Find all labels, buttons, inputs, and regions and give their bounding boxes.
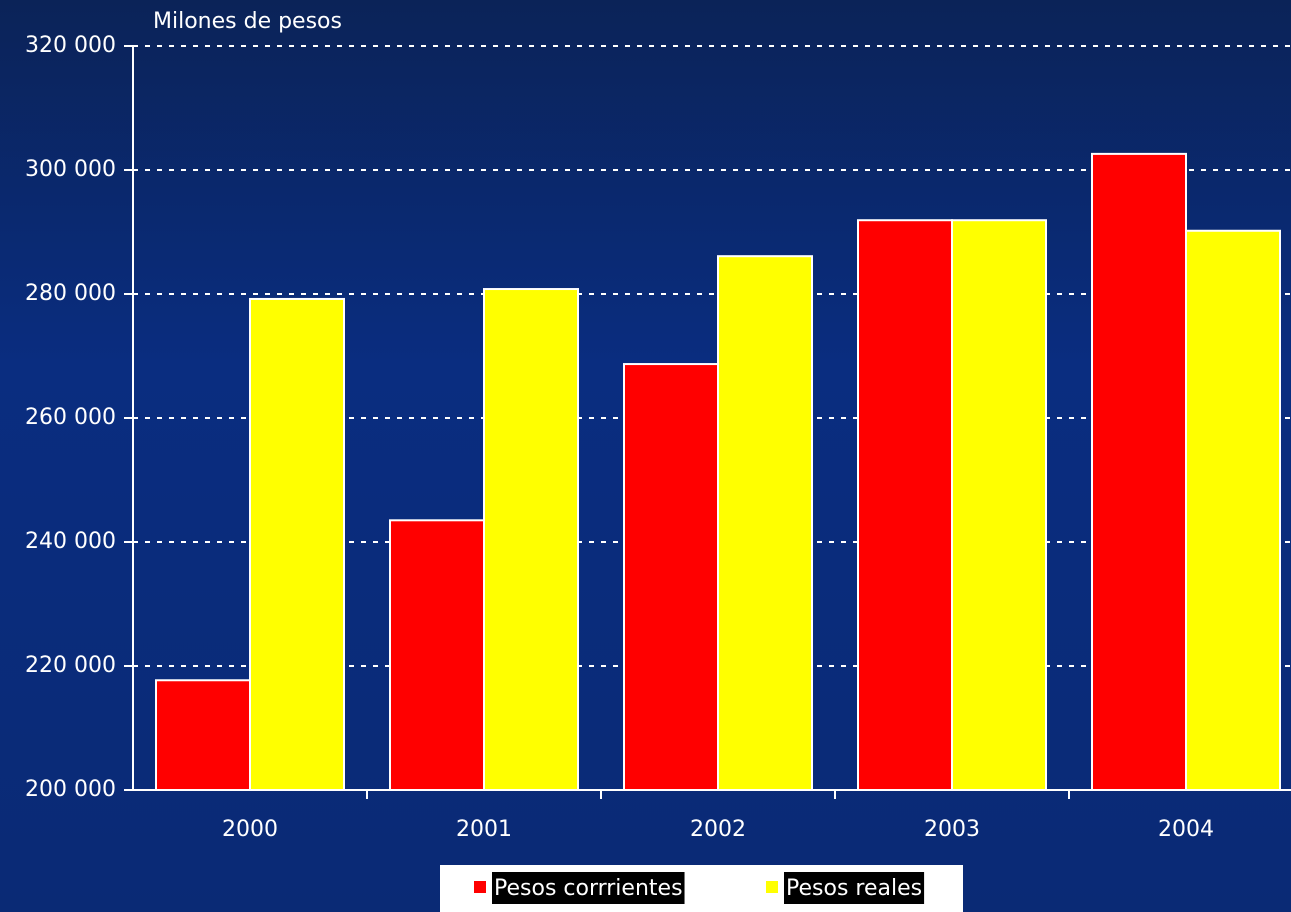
x-tick-label: 2002 xyxy=(690,817,746,842)
y-tick-label: 280 000 xyxy=(25,281,116,306)
bar xyxy=(1185,229,1281,791)
y-tick-label: 260 000 xyxy=(25,405,116,430)
bar xyxy=(951,219,1047,792)
legend-label-bg xyxy=(784,872,925,904)
legend-label-bg xyxy=(492,872,685,904)
x-tick-label: 2004 xyxy=(1158,817,1214,842)
bar xyxy=(249,297,345,791)
x-tick-label: 2003 xyxy=(924,817,980,842)
legend-label: Pesos reales xyxy=(786,876,922,901)
bar xyxy=(623,363,719,791)
bar xyxy=(389,519,485,791)
legend-swatch xyxy=(766,881,778,893)
bar xyxy=(857,219,953,792)
y-tick-label: 320 000 xyxy=(25,33,116,58)
y-tick-label: 240 000 xyxy=(25,529,116,554)
y-tick-label: 300 000 xyxy=(25,157,116,182)
bar xyxy=(155,679,251,792)
y-tick-label: 220 000 xyxy=(25,653,116,678)
legend-swatch xyxy=(474,881,486,893)
y-tick-label: 200 000 xyxy=(25,777,116,802)
legend-label: Pesos corrrientes xyxy=(494,876,683,901)
y-axis-title: Milones de pesos xyxy=(153,9,342,34)
bar xyxy=(717,255,813,791)
bar xyxy=(483,288,579,791)
x-tick-label: 2000 xyxy=(222,817,278,842)
x-tick-label: 2001 xyxy=(456,817,512,842)
bar xyxy=(1091,152,1187,791)
